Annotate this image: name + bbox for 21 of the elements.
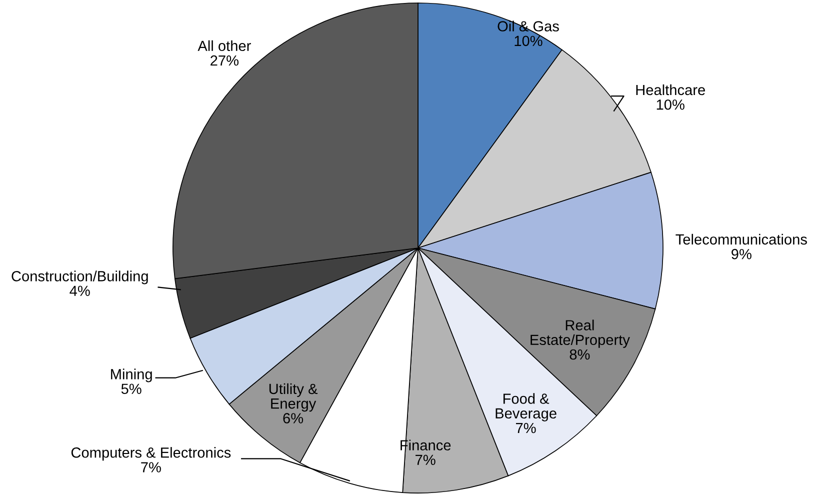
data-label: 7% (416, 454, 436, 466)
slice-label: Construction/Building (12, 270, 148, 284)
data-label: 5% (121, 384, 142, 394)
slice-label: Utility & Energy (269, 383, 318, 412)
data-label: 7% (516, 422, 536, 434)
slice-label: Oil & Gas (498, 20, 559, 32)
data-label: 9% (732, 248, 752, 260)
data-label: 10% (514, 36, 542, 46)
data-label: 6% (283, 413, 304, 424)
data-label: 27% (210, 55, 239, 66)
slice-label: Healthcare (636, 84, 705, 96)
data-label: 4% (70, 286, 90, 296)
data-label: 10% (656, 99, 684, 110)
data-label: 8% (570, 349, 590, 360)
slice-label: Computers & Electronics (71, 447, 231, 461)
slice-label: Real Estate/Property (530, 320, 630, 348)
slice-label: Mining (111, 368, 152, 382)
slice-label: All other (198, 40, 251, 52)
data-label: 7% (141, 462, 161, 472)
slice-label: Food & Beverage (496, 393, 556, 422)
slice-label: Telecommunications (676, 234, 807, 245)
